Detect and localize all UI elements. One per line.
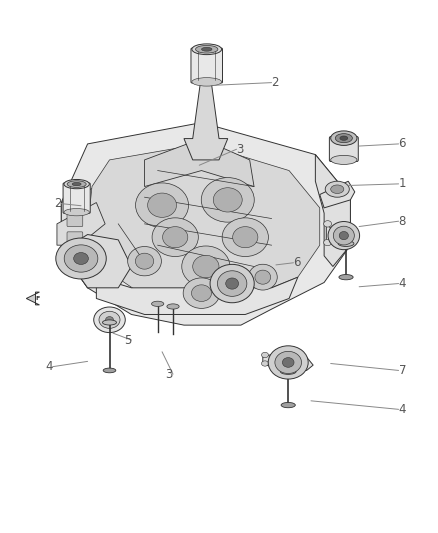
Ellipse shape: [106, 317, 113, 323]
Text: 5: 5: [124, 334, 131, 346]
Ellipse shape: [283, 358, 294, 367]
Polygon shape: [88, 144, 320, 304]
Ellipse shape: [56, 238, 106, 279]
Polygon shape: [61, 235, 131, 288]
Polygon shape: [61, 187, 105, 288]
Polygon shape: [326, 224, 359, 243]
Polygon shape: [145, 139, 254, 187]
Text: 1: 1: [399, 177, 406, 190]
FancyBboxPatch shape: [329, 136, 358, 161]
Ellipse shape: [167, 304, 179, 309]
Ellipse shape: [183, 278, 220, 309]
Ellipse shape: [324, 239, 332, 246]
Ellipse shape: [275, 351, 301, 374]
Ellipse shape: [193, 255, 219, 278]
Ellipse shape: [340, 136, 348, 140]
Text: 7: 7: [399, 364, 406, 377]
Polygon shape: [61, 123, 350, 325]
Ellipse shape: [248, 264, 277, 290]
Polygon shape: [263, 352, 313, 370]
Ellipse shape: [261, 361, 268, 366]
Ellipse shape: [217, 271, 247, 296]
Ellipse shape: [201, 47, 212, 51]
Polygon shape: [96, 277, 298, 314]
Polygon shape: [320, 181, 355, 208]
Ellipse shape: [201, 177, 254, 222]
Ellipse shape: [94, 307, 125, 333]
Ellipse shape: [135, 253, 154, 269]
FancyBboxPatch shape: [67, 189, 83, 205]
Ellipse shape: [162, 227, 188, 248]
Ellipse shape: [280, 369, 296, 374]
FancyBboxPatch shape: [67, 211, 83, 227]
Ellipse shape: [192, 44, 222, 54]
Ellipse shape: [64, 180, 89, 189]
Polygon shape: [315, 155, 350, 266]
Ellipse shape: [152, 218, 198, 256]
FancyBboxPatch shape: [191, 48, 223, 83]
Polygon shape: [184, 75, 228, 160]
Ellipse shape: [336, 134, 352, 143]
Ellipse shape: [64, 208, 89, 216]
Ellipse shape: [182, 246, 230, 287]
Text: 3: 3: [166, 368, 173, 381]
Ellipse shape: [281, 402, 295, 408]
Text: 4: 4: [399, 403, 406, 416]
Ellipse shape: [213, 188, 242, 212]
FancyBboxPatch shape: [67, 232, 83, 248]
Ellipse shape: [268, 346, 308, 379]
Ellipse shape: [102, 320, 117, 325]
Ellipse shape: [210, 264, 254, 303]
Text: 2: 2: [272, 76, 279, 89]
Ellipse shape: [72, 182, 81, 186]
Text: 6: 6: [293, 256, 301, 269]
Ellipse shape: [325, 181, 350, 197]
Ellipse shape: [99, 311, 120, 328]
Ellipse shape: [192, 78, 222, 86]
Ellipse shape: [339, 231, 349, 240]
Ellipse shape: [136, 183, 188, 228]
Ellipse shape: [255, 270, 271, 284]
Ellipse shape: [331, 131, 357, 146]
Ellipse shape: [233, 227, 258, 248]
Ellipse shape: [331, 156, 357, 165]
Ellipse shape: [195, 45, 218, 53]
Ellipse shape: [261, 352, 268, 358]
Text: F: F: [35, 296, 39, 301]
Text: 6: 6: [399, 138, 406, 150]
Text: 3: 3: [237, 143, 244, 156]
Ellipse shape: [67, 181, 86, 188]
Ellipse shape: [152, 301, 164, 306]
Ellipse shape: [128, 246, 162, 276]
Polygon shape: [57, 203, 105, 245]
Text: 2: 2: [54, 197, 61, 210]
Ellipse shape: [191, 285, 212, 302]
Ellipse shape: [324, 221, 332, 227]
Ellipse shape: [338, 241, 354, 246]
Ellipse shape: [226, 278, 239, 289]
Ellipse shape: [103, 368, 116, 373]
Text: 8: 8: [399, 215, 406, 228]
Ellipse shape: [339, 274, 353, 280]
Polygon shape: [26, 292, 39, 305]
Ellipse shape: [148, 193, 177, 217]
Ellipse shape: [64, 245, 98, 272]
Text: 4: 4: [45, 360, 53, 373]
Ellipse shape: [222, 218, 268, 256]
FancyBboxPatch shape: [63, 183, 90, 213]
Ellipse shape: [74, 253, 88, 264]
Ellipse shape: [331, 185, 344, 193]
Ellipse shape: [333, 226, 354, 245]
Text: 4: 4: [399, 277, 406, 290]
Ellipse shape: [328, 222, 360, 249]
